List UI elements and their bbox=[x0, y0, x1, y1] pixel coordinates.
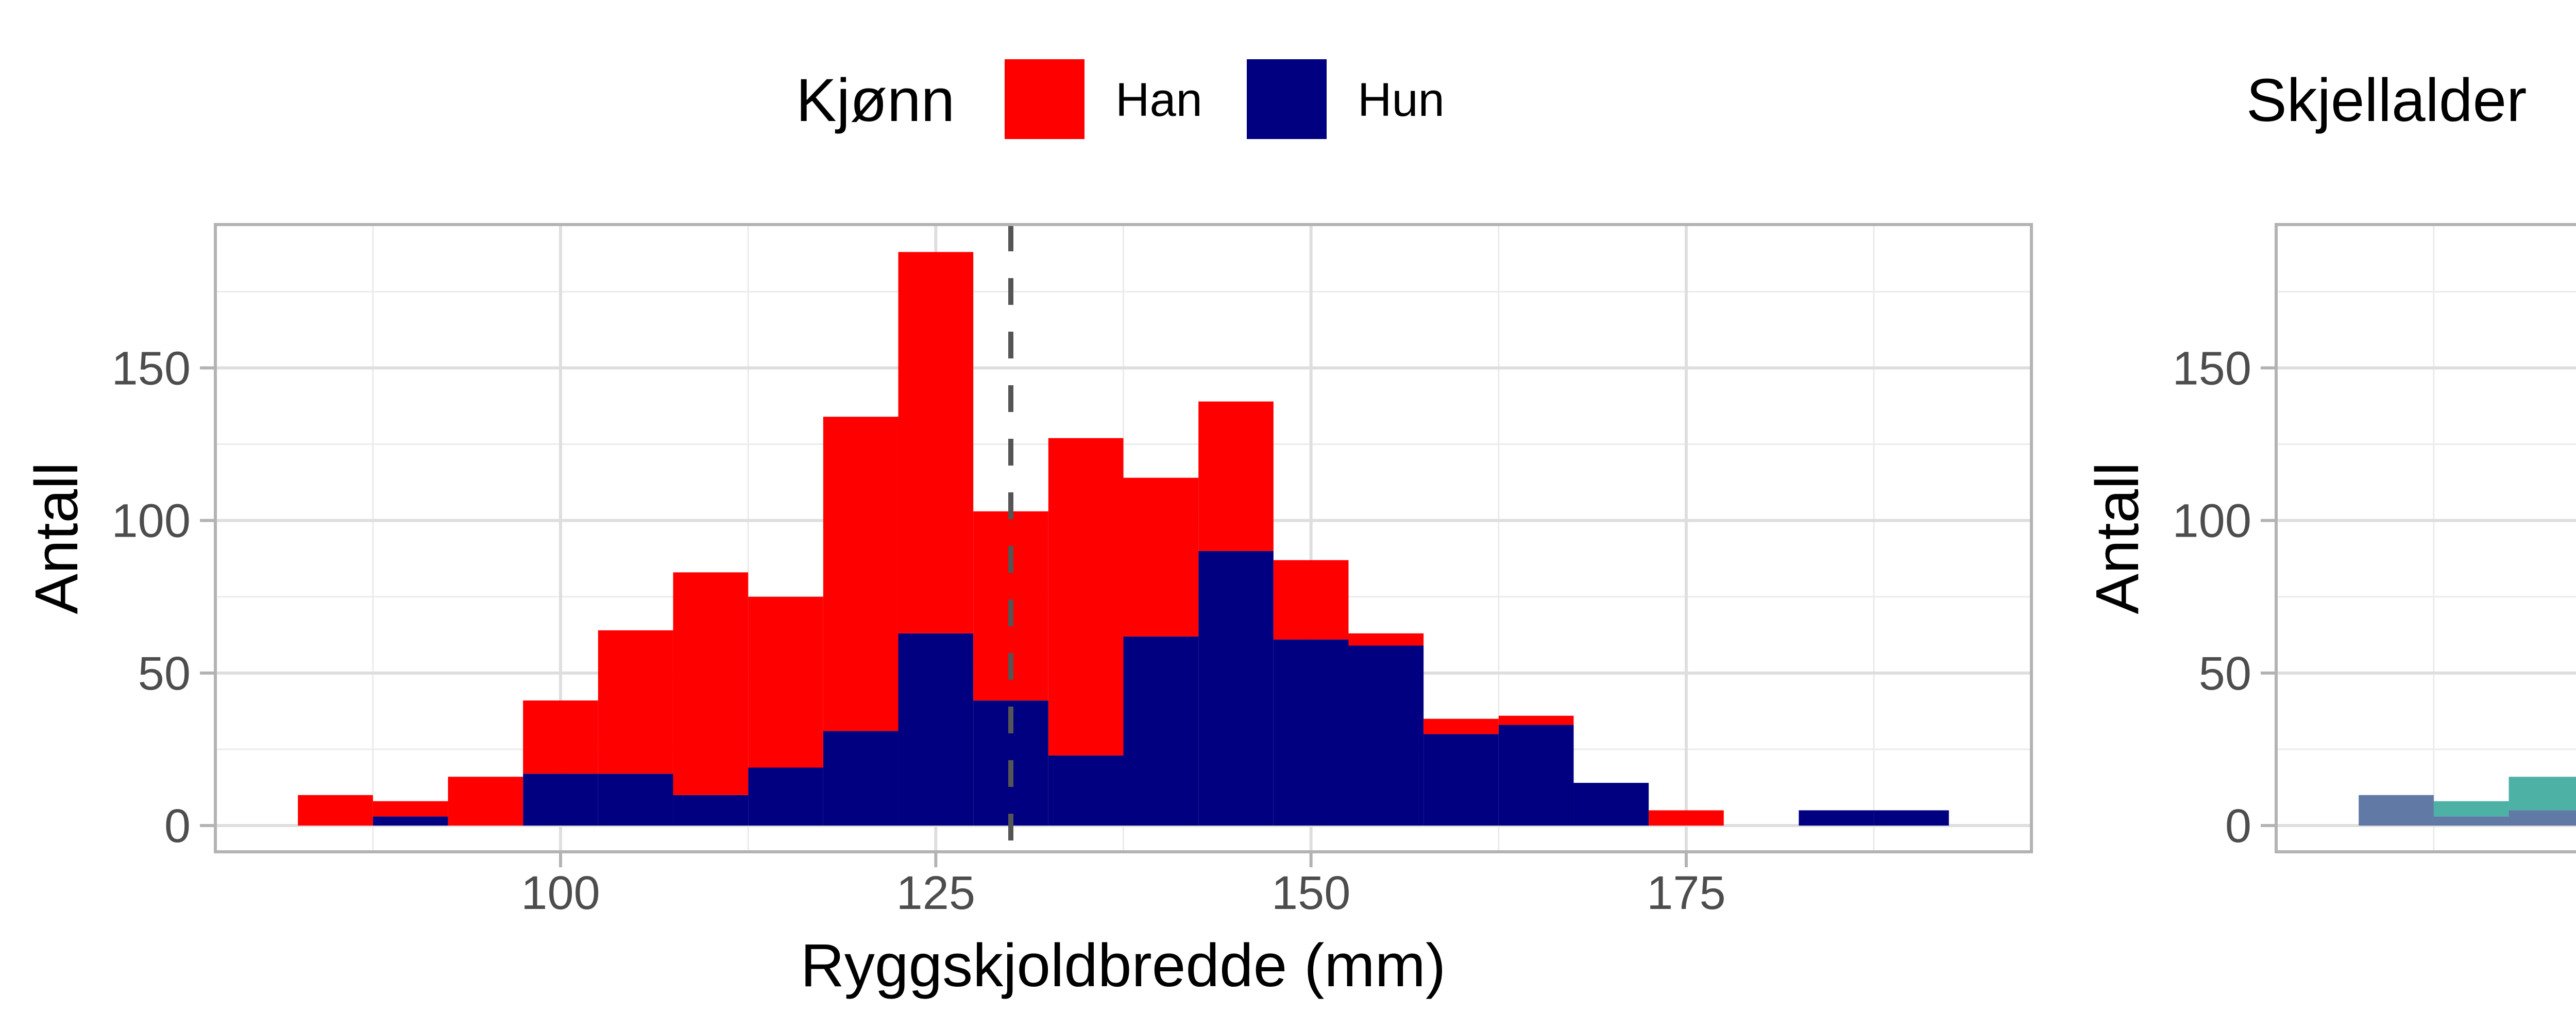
x-tick-label: 150 bbox=[1272, 867, 1351, 919]
bar-han bbox=[1123, 477, 1199, 637]
bar-han bbox=[898, 252, 974, 633]
y-tick-label: 50 bbox=[2199, 647, 2251, 700]
bar-hun bbox=[748, 767, 823, 826]
bar-han bbox=[823, 417, 899, 731]
right-chart: Skjellalder Vasskrabber Nye skall Eldre … bbox=[2083, 66, 2576, 853]
bar-han bbox=[748, 596, 823, 768]
bar-hun bbox=[1348, 645, 1424, 826]
legend-title: Skjellalder bbox=[2246, 66, 2527, 134]
left-plot-area bbox=[200, 223, 2033, 867]
bar-hun bbox=[673, 795, 749, 826]
bar-hun bbox=[1198, 551, 1274, 826]
panel-border bbox=[214, 223, 2033, 853]
bar-han bbox=[1198, 401, 1274, 551]
left-y-tick-labels: 0 50 100 150 bbox=[112, 342, 191, 852]
bar-han bbox=[298, 795, 373, 826]
bar-hun bbox=[1048, 755, 1124, 826]
bar-hun bbox=[523, 774, 598, 826]
x-tick-label: 100 bbox=[521, 867, 600, 919]
y-tick-label: 50 bbox=[138, 647, 191, 700]
bar-eldre-skall bbox=[2509, 810, 2576, 826]
bar-hun bbox=[372, 816, 448, 826]
bar-hun bbox=[898, 633, 974, 826]
right-y-tick-labels: 0 50 100 150 bbox=[2173, 342, 2252, 852]
bar-han bbox=[523, 700, 598, 774]
bar-han bbox=[598, 630, 673, 774]
bar-eldre-skall bbox=[2433, 816, 2509, 826]
y-tick-label: 150 bbox=[2173, 342, 2252, 394]
y-tick-label: 0 bbox=[2225, 800, 2251, 852]
bar-han bbox=[1498, 715, 1574, 725]
left-x-axis-title: Ryggskjoldbredde (mm) bbox=[801, 932, 1446, 1000]
bar-hun bbox=[1498, 725, 1574, 826]
legend-title: Kjønn bbox=[796, 66, 955, 134]
bar-hun bbox=[1123, 636, 1199, 826]
bar-hun bbox=[823, 731, 899, 826]
bar-han bbox=[1423, 718, 1499, 734]
bar-han bbox=[1649, 810, 1724, 826]
legend-swatch-hun bbox=[1247, 59, 1327, 139]
bar-han bbox=[1273, 560, 1349, 640]
right-legend: Skjellalder Vasskrabber Nye skall Eldre … bbox=[2246, 66, 2527, 134]
bar-han bbox=[1348, 633, 1424, 646]
bar-nye-skall bbox=[2509, 777, 2576, 811]
left-y-axis-title: Antall bbox=[23, 462, 91, 614]
bar-hun bbox=[1799, 810, 1874, 826]
legend-label-han: Han bbox=[1115, 74, 1202, 126]
legend-label-hun: Hun bbox=[1358, 74, 1445, 126]
right-y-axis-title: Antall bbox=[2083, 462, 2151, 614]
x-tick-label: 125 bbox=[896, 867, 976, 919]
bar-hun bbox=[1423, 734, 1499, 826]
left-chart: Kjønn Han Hun Ryggskjoldbredde (mm) Anta… bbox=[23, 59, 2033, 1000]
bar-eldre-skall bbox=[2359, 795, 2434, 826]
bar-hun bbox=[1573, 783, 1649, 826]
x-tick-label: 175 bbox=[1647, 867, 1726, 919]
left-legend: Kjønn Han Hun bbox=[796, 59, 1445, 139]
bar-han bbox=[1048, 438, 1124, 756]
bar-hun bbox=[1273, 639, 1349, 826]
bar-nye-skall bbox=[2433, 801, 2509, 817]
bar-han bbox=[448, 777, 523, 826]
bar-hun bbox=[1874, 810, 1949, 826]
legend-swatch-han bbox=[1005, 59, 1084, 139]
y-tick-label: 150 bbox=[112, 342, 191, 394]
y-tick-label: 100 bbox=[2173, 495, 2252, 547]
bar-han bbox=[372, 801, 448, 817]
left-x-tick-labels: 100 125 150 175 bbox=[521, 867, 1725, 919]
panel-border bbox=[2275, 223, 2576, 853]
y-tick-label: 100 bbox=[112, 495, 191, 547]
bar-han bbox=[673, 572, 749, 795]
bar-hun bbox=[598, 774, 673, 826]
right-plot-area bbox=[2261, 223, 2576, 853]
y-tick-label: 0 bbox=[164, 800, 191, 852]
